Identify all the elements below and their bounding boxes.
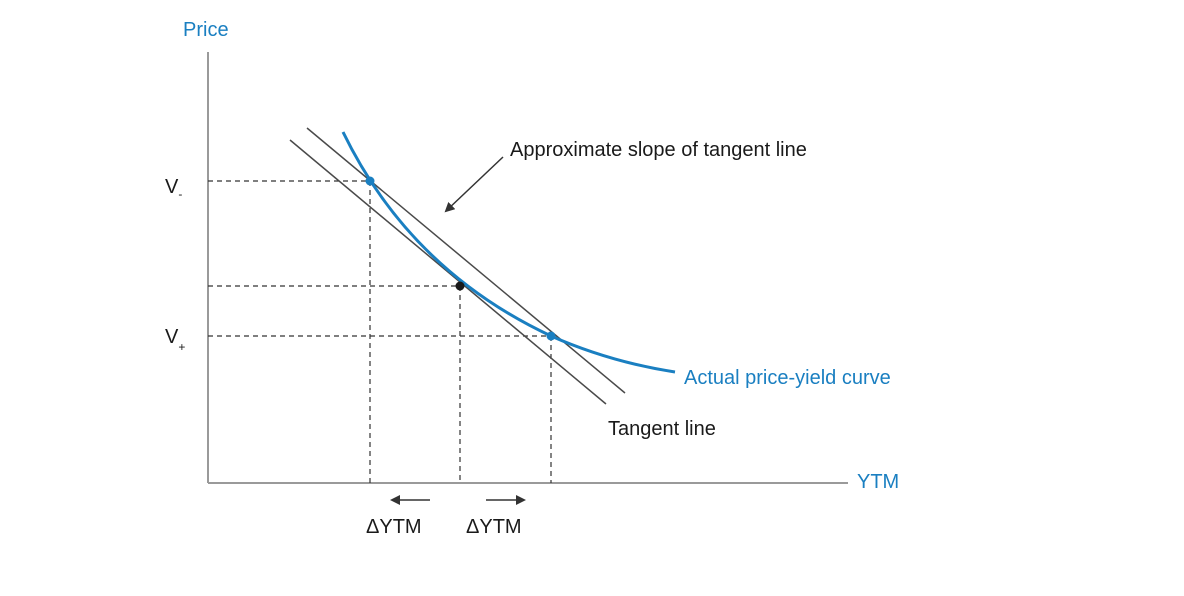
tangent-line-label: Tangent line	[608, 418, 716, 440]
v-minus-label: V-	[165, 176, 182, 201]
v-minus-point	[365, 176, 375, 186]
v-plus-label: V+	[165, 326, 185, 354]
v0-point	[455, 281, 465, 291]
approx-slope-label: Approximate slope of tangent line	[510, 139, 807, 161]
pointer-arrow-icon	[444, 156, 504, 213]
v-plus-point	[546, 331, 556, 341]
price-yield-curve	[341, 131, 676, 374]
approximate-slope-line	[306, 127, 626, 394]
y-axis-label: Price	[183, 19, 229, 41]
tangent-line	[289, 139, 607, 405]
x-axis-label: YTM	[857, 471, 899, 493]
delta-ytm-right-label: ΔYTM	[466, 516, 522, 538]
delta-ytm-left-label: ΔYTM	[366, 516, 422, 538]
guide-lines	[208, 180, 552, 483]
actual-curve-label: Actual price-yield curve	[684, 367, 891, 389]
